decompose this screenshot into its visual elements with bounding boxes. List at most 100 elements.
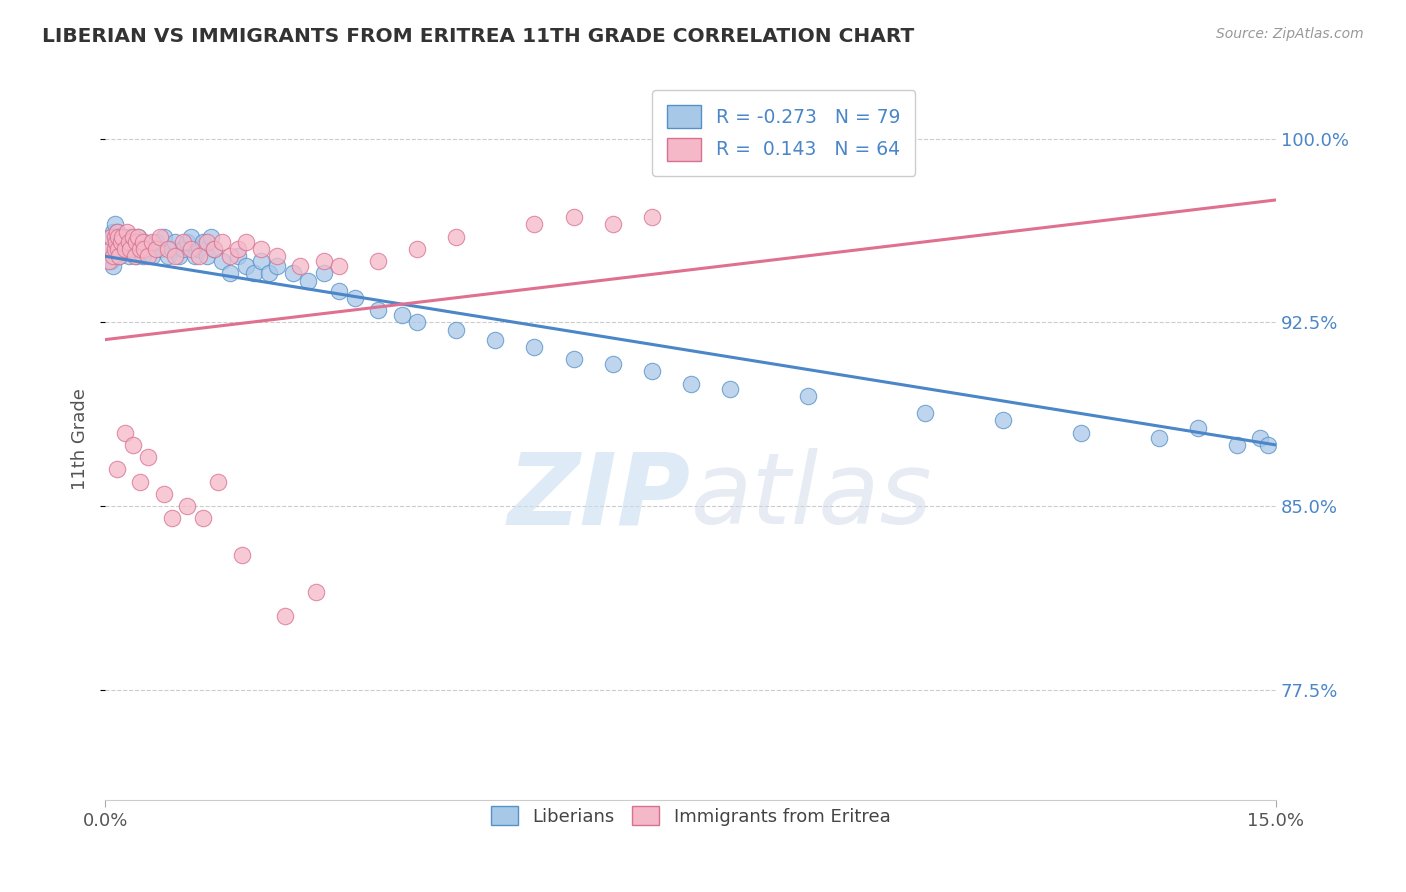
Point bbox=[231, 548, 253, 562]
Point bbox=[100, 254, 122, 268]
Point bbox=[343, 291, 366, 305]
Point bbox=[117, 235, 139, 249]
Point bbox=[110, 229, 132, 244]
Point bbox=[367, 303, 389, 318]
Text: ZIP: ZIP bbox=[508, 448, 690, 545]
Point bbox=[121, 242, 143, 256]
Point bbox=[176, 499, 198, 513]
Point bbox=[141, 249, 163, 263]
Point bbox=[108, 249, 131, 263]
Text: LIBERIAN VS IMMIGRANTS FROM ERITREA 11TH GRADE CORRELATION CHART: LIBERIAN VS IMMIGRANTS FROM ERITREA 11TH… bbox=[42, 27, 914, 45]
Point bbox=[117, 249, 139, 263]
Point bbox=[100, 229, 122, 244]
Point bbox=[105, 225, 128, 239]
Point bbox=[160, 242, 183, 256]
Point bbox=[1226, 438, 1249, 452]
Point bbox=[100, 242, 122, 256]
Point bbox=[152, 229, 174, 244]
Point bbox=[131, 249, 153, 263]
Point bbox=[107, 242, 129, 256]
Point bbox=[235, 259, 257, 273]
Point bbox=[562, 352, 585, 367]
Point bbox=[226, 242, 249, 256]
Point bbox=[640, 210, 662, 224]
Point bbox=[328, 259, 350, 273]
Point bbox=[101, 259, 124, 273]
Point bbox=[187, 249, 209, 263]
Point bbox=[796, 389, 818, 403]
Point bbox=[165, 235, 187, 249]
Point bbox=[200, 229, 222, 244]
Point bbox=[250, 242, 273, 256]
Point bbox=[152, 487, 174, 501]
Point bbox=[602, 218, 624, 232]
Point bbox=[679, 376, 702, 391]
Point bbox=[124, 249, 146, 263]
Point bbox=[169, 249, 191, 263]
Point bbox=[160, 511, 183, 525]
Point bbox=[127, 229, 149, 244]
Point bbox=[103, 242, 125, 256]
Point bbox=[127, 229, 149, 244]
Point bbox=[105, 229, 128, 244]
Point bbox=[114, 229, 136, 244]
Point bbox=[219, 267, 242, 281]
Point bbox=[204, 242, 226, 256]
Point bbox=[156, 242, 179, 256]
Point bbox=[125, 235, 148, 249]
Point bbox=[180, 242, 202, 256]
Point bbox=[406, 242, 429, 256]
Point bbox=[120, 242, 142, 256]
Point bbox=[195, 249, 218, 263]
Point bbox=[523, 340, 546, 354]
Point bbox=[191, 511, 214, 525]
Point bbox=[107, 229, 129, 244]
Point bbox=[145, 235, 167, 249]
Point bbox=[134, 235, 156, 249]
Point bbox=[297, 274, 319, 288]
Point bbox=[149, 229, 172, 244]
Point bbox=[121, 438, 143, 452]
Point bbox=[105, 235, 128, 249]
Point bbox=[184, 249, 207, 263]
Point bbox=[187, 242, 209, 256]
Point bbox=[602, 357, 624, 371]
Point bbox=[257, 267, 280, 281]
Point bbox=[114, 425, 136, 440]
Legend: Liberians, Immigrants from Eritrea: Liberians, Immigrants from Eritrea bbox=[481, 797, 900, 835]
Point bbox=[562, 210, 585, 224]
Point bbox=[105, 235, 128, 249]
Point bbox=[120, 229, 142, 244]
Point bbox=[914, 406, 936, 420]
Point bbox=[484, 333, 506, 347]
Point bbox=[108, 249, 131, 263]
Point bbox=[446, 323, 468, 337]
Text: Source: ZipAtlas.com: Source: ZipAtlas.com bbox=[1216, 27, 1364, 41]
Point bbox=[207, 475, 229, 489]
Point bbox=[110, 235, 132, 249]
Point bbox=[114, 242, 136, 256]
Point bbox=[204, 242, 226, 256]
Point bbox=[124, 235, 146, 249]
Point bbox=[136, 242, 159, 256]
Point bbox=[121, 229, 143, 244]
Point bbox=[104, 249, 127, 263]
Point bbox=[149, 242, 172, 256]
Point bbox=[103, 229, 125, 244]
Point bbox=[274, 609, 297, 624]
Point bbox=[129, 475, 152, 489]
Y-axis label: 11th Grade: 11th Grade bbox=[72, 388, 89, 490]
Point bbox=[250, 254, 273, 268]
Point bbox=[172, 242, 194, 256]
Point bbox=[266, 259, 288, 273]
Point bbox=[111, 229, 134, 244]
Point bbox=[219, 249, 242, 263]
Point bbox=[290, 259, 312, 273]
Text: atlas: atlas bbox=[690, 448, 932, 545]
Point bbox=[312, 254, 335, 268]
Point bbox=[125, 249, 148, 263]
Point bbox=[281, 267, 304, 281]
Point bbox=[195, 235, 218, 249]
Point bbox=[156, 249, 179, 263]
Point bbox=[129, 242, 152, 256]
